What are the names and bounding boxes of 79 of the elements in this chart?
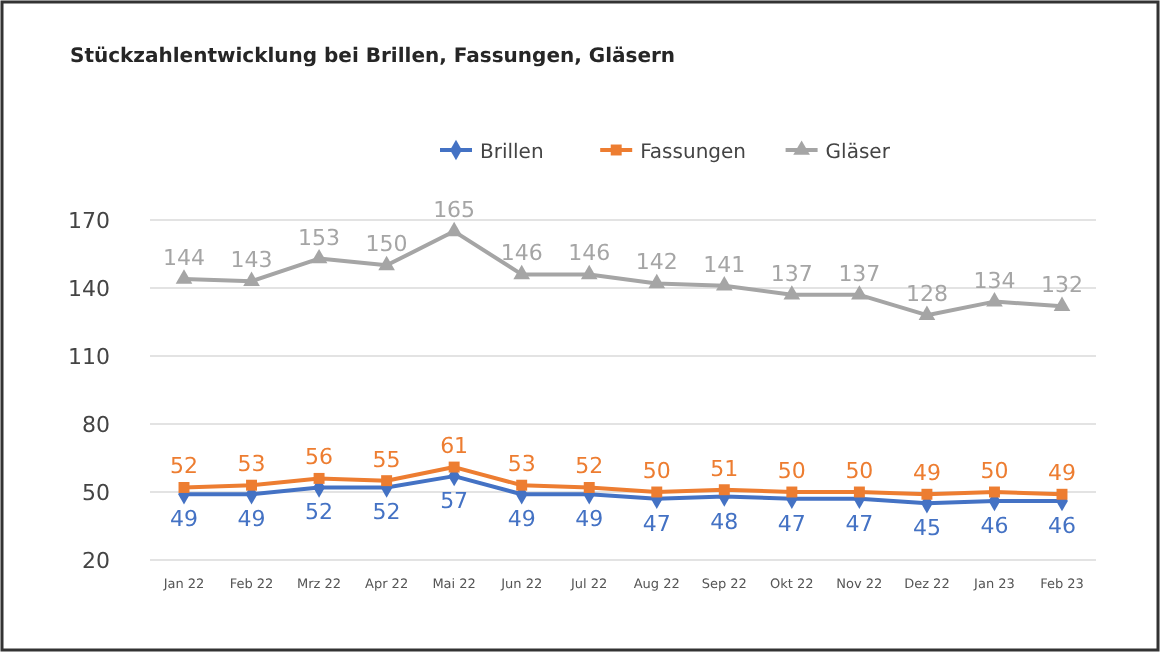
data-label: 46 [980, 513, 1009, 540]
data-label: 50 [980, 458, 1009, 484]
data-label: 55 [372, 446, 401, 473]
data-label: 153 [298, 224, 341, 251]
data-label: 47 [642, 510, 671, 537]
point [580, 264, 598, 280]
data-label: 50 [845, 458, 874, 484]
point [648, 273, 666, 289]
point [986, 291, 1003, 307]
point [378, 255, 395, 271]
y-tick-label: 80 [82, 412, 110, 438]
data-label: 51 [710, 455, 739, 482]
data-label: 48 [710, 508, 739, 535]
data-label: 52 [575, 453, 604, 480]
data-label: 146 [500, 240, 543, 267]
point [1053, 296, 1071, 311]
point [921, 488, 933, 500]
point [178, 481, 190, 493]
point [246, 479, 258, 491]
data-label: 141 [703, 251, 746, 278]
y-tick-label: 170 [68, 208, 110, 234]
point [718, 484, 730, 496]
point [516, 479, 528, 491]
point [243, 271, 260, 287]
data-label: 49 [912, 460, 941, 487]
data-label: 49 [575, 506, 604, 533]
data-label: 52 [372, 499, 401, 526]
point [988, 486, 1000, 498]
data-label: 57 [440, 488, 469, 515]
data-label: 146 [568, 240, 611, 267]
data-label: 47 [845, 510, 874, 537]
data-label: 49 [507, 506, 536, 533]
data-label: 61 [440, 433, 469, 460]
point [1056, 488, 1068, 500]
point [513, 264, 531, 280]
point [715, 276, 733, 291]
data-label: 53 [237, 451, 266, 478]
point [853, 486, 865, 498]
data-label: 45 [912, 515, 941, 542]
chart-title: Stückzahlentwicklung bei Brillen, Fassungen, Gläsern [70, 46, 676, 68]
point [918, 305, 936, 321]
data-label: 50 [642, 458, 671, 484]
point [175, 269, 193, 284]
point [313, 472, 325, 484]
data-label: 143 [230, 247, 273, 274]
data-label: 50 [777, 458, 806, 484]
point [851, 285, 868, 300]
data-label: 128 [905, 281, 948, 308]
data-label: 49 [170, 506, 198, 533]
data-label: 144 [163, 244, 205, 271]
data-label: 142 [635, 249, 678, 276]
data-label: 47 [777, 510, 806, 537]
data-label: 53 [507, 451, 536, 478]
data-label: 137 [838, 260, 881, 287]
data-label: 134 [973, 267, 1016, 294]
data-label: 150 [365, 231, 408, 258]
point [583, 481, 595, 493]
data-label: 46 [1048, 513, 1076, 540]
point [651, 486, 663, 498]
point [786, 486, 798, 498]
point [381, 475, 393, 487]
legend-label: Brillen [480, 142, 544, 164]
point [783, 285, 801, 300]
data-label: 165 [433, 197, 476, 224]
y-tick-label: 140 [68, 276, 110, 302]
legend-label: Fassungen [640, 142, 747, 164]
data-label: 49 [237, 506, 266, 533]
point [310, 248, 328, 264]
data-label: 52 [170, 453, 198, 480]
data-label: 49 [1048, 460, 1076, 487]
y-tick-label: 50 [82, 480, 110, 506]
data-label: 52 [305, 499, 334, 526]
data-label: 132 [1041, 272, 1083, 299]
data-label: 137 [770, 260, 813, 287]
legend-label: Gläser [825, 142, 892, 164]
y-tick-label: 20 [82, 548, 110, 574]
point [448, 461, 460, 473]
data-label: 56 [305, 444, 334, 471]
y-tick-label: 110 [68, 344, 110, 370]
